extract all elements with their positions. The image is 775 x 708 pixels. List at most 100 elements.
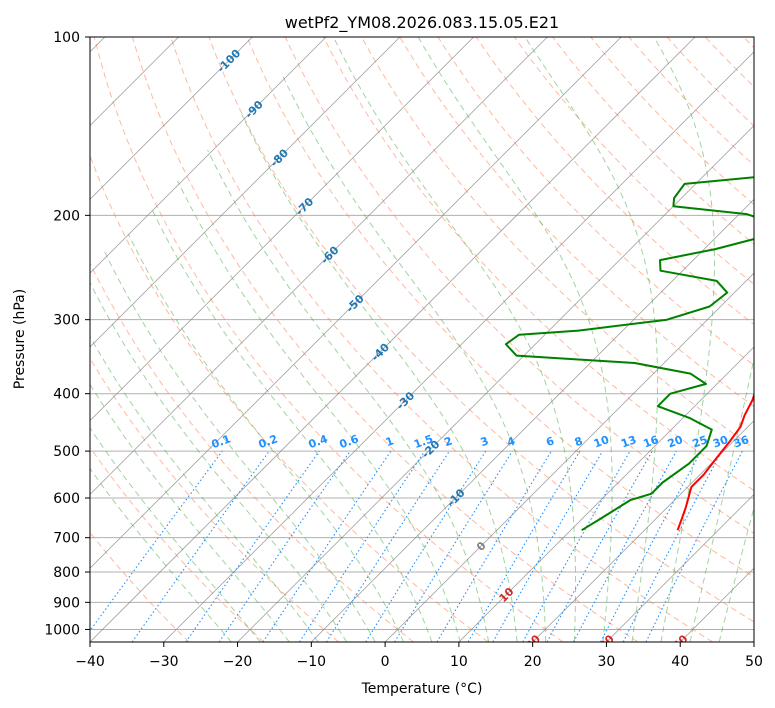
y-tick-label: 700 [53, 531, 80, 547]
moist-adiabat-line [241, 113, 518, 642]
chart-title: wetPf2_YM08.2026.083.15.05.E21 [285, 13, 559, 33]
dry-adiabat-line [743, 37, 754, 49]
x-tick-label: 0 [381, 654, 390, 670]
mixing-ratio-label: 16 [642, 433, 661, 451]
isotherm-line [311, 198, 754, 642]
moist-adiabat-line [127, 233, 405, 642]
moist-adiabats [90, 37, 754, 642]
y-tick-label: 800 [53, 565, 80, 581]
moist-adiabat-line [104, 251, 376, 642]
mixing-ratio-label: 30 [711, 433, 730, 451]
y-tick-label: 400 [53, 387, 80, 403]
moist-adiabat-line [207, 149, 490, 642]
mixing-ratio-label: 36 [732, 433, 751, 451]
isotherm-line [90, 37, 474, 422]
mixing-ratio-line [600, 450, 702, 642]
mixing-ratio-line [573, 450, 677, 642]
moist-adiabat-line [333, 37, 577, 642]
mixing-ratio-label: 0.2 [257, 432, 280, 451]
mixing-ratio-label: 1.5 [412, 432, 435, 451]
x-tick-label: 10 [450, 654, 468, 670]
dry-adiabat-line [170, 37, 713, 642]
dry-adiabat-line [90, 531, 190, 642]
mixing-ratio-line [546, 450, 653, 642]
isotherm-line [90, 37, 548, 496]
mixing-ratio-line [185, 450, 320, 642]
x-tick-label: 30 [598, 654, 616, 670]
isotherm-label: -100 [215, 47, 244, 76]
plot-area: 0.1 0.2 0.4 0.6 1 1.5 2 3 4 6 8 10 13 16 20 25 30 36 -100… [90, 37, 754, 652]
moist-adiabat-line [417, 37, 613, 642]
x-tick-label: −10 [297, 654, 327, 670]
isotherm-label: 30 [597, 632, 617, 652]
mixing-ratio-line [645, 450, 743, 642]
dry-adiabat-line [590, 37, 754, 206]
x-tick-label: −20 [223, 654, 253, 670]
moist-adiabat-line [177, 180, 461, 642]
dry-adiabats [90, 37, 754, 642]
isotherm-line [90, 37, 253, 200]
mixing-ratio-line [436, 450, 552, 642]
x-axis-ticks: −40 −30 −20 −10 0 10 20 30 40 50 [75, 642, 763, 670]
mixing-ratio-label: 2 [442, 434, 454, 449]
dry-adiabat-line [90, 446, 265, 642]
dry-adiabat-line [628, 37, 754, 166]
mixing-ratio-line [262, 450, 392, 642]
mixing-ratio-label: 0.4 [307, 432, 330, 451]
isotherm-label: 40 [671, 632, 691, 652]
y-tick-label: 600 [53, 491, 80, 507]
mixing-ratio-label: 3 [479, 434, 491, 449]
mixing-ratio-label: 6 [544, 434, 556, 449]
mixing-ratio-line [90, 450, 223, 632]
isotherm-label: -40 [369, 340, 392, 363]
dry-adiabat-line [666, 37, 754, 127]
mixing-ratio-label: 10 [592, 433, 611, 451]
isotherm-line [532, 420, 754, 642]
dry-adiabat-line [552, 37, 754, 245]
isotherm-line [753, 641, 754, 642]
mixing-ratio-label: 13 [619, 433, 638, 450]
y-axis-label: Pressure (hPa) [12, 289, 28, 389]
mixing-ratio-label: 25 [691, 433, 710, 450]
mixing-ratio-line [299, 450, 426, 642]
dry-adiabat-line [90, 262, 414, 642]
dry-adiabat-line [90, 154, 489, 642]
isotherm-line [90, 37, 327, 274]
isotherm-label: -70 [293, 195, 316, 218]
dry-adiabat-line [399, 37, 754, 408]
dry-adiabat-line [323, 37, 754, 492]
x-tick-label: 40 [671, 654, 689, 670]
mixing-ratio-label: 8 [573, 434, 585, 449]
moist-adiabat-line [689, 356, 754, 642]
isotherm-label: -60 [318, 243, 341, 266]
moist-adiabat-line [151, 208, 433, 642]
x-axis-label: Temperature (°C) [361, 681, 483, 697]
mixing-ratio-line [394, 450, 513, 642]
isotherm-line [384, 272, 754, 642]
moist-adiabat-line [524, 37, 659, 642]
moist-adiabat-line [90, 335, 319, 642]
sounding-profiles [504, 176, 754, 532]
moist-adiabat-line [718, 505, 754, 642]
y-tick-label: 300 [53, 313, 80, 329]
isotherm-line [606, 493, 754, 642]
isotherm-line [163, 51, 754, 642]
dry-adiabat-line [246, 37, 754, 578]
mixing-ratio-label: 0.1 [210, 432, 233, 451]
dry-adiabat-line [93, 37, 564, 642]
isotherm-line [90, 37, 622, 569]
mixing-ratio-label: 4 [505, 434, 517, 449]
y-tick-label: 500 [53, 444, 80, 460]
mixing-ratio-lines [90, 450, 743, 642]
mixing-ratio-line [218, 450, 351, 642]
x-tick-label: 20 [524, 654, 542, 670]
isotherm-label: -80 [268, 146, 291, 169]
y-tick-label: 200 [53, 208, 80, 224]
mixing-ratio-line [131, 450, 270, 642]
y-tick-label: 1000 [44, 622, 80, 638]
moist-adiabat-line [90, 427, 261, 642]
temperature-profile-line [676, 391, 754, 531]
dewpoint-profile-line [504, 176, 754, 532]
